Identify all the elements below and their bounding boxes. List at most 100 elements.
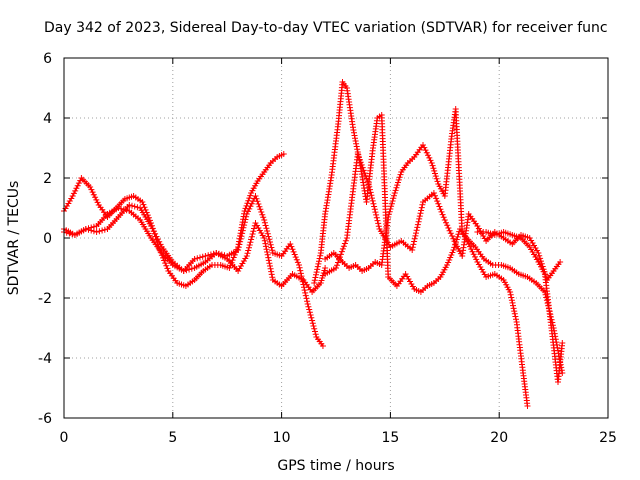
data-point <box>311 280 318 286</box>
data-point <box>537 255 544 262</box>
data-point <box>410 241 417 248</box>
data-point <box>418 207 425 214</box>
data-point <box>353 140 360 147</box>
x-tick-label: 20 <box>490 430 508 446</box>
data-point <box>303 295 310 302</box>
data-point <box>470 251 477 258</box>
data-point <box>77 177 84 184</box>
data-point <box>164 265 171 272</box>
data-point <box>265 233 272 240</box>
data-point <box>139 199 146 205</box>
data-point <box>242 216 249 223</box>
data-point <box>354 146 361 153</box>
data-point <box>432 170 438 177</box>
data-point <box>364 178 371 185</box>
data-point <box>263 246 270 253</box>
data-point <box>269 274 276 281</box>
data-point <box>313 271 319 278</box>
data-point <box>264 228 271 234</box>
series-line <box>313 80 563 374</box>
data-point <box>148 223 154 229</box>
data-point <box>473 256 480 263</box>
data-point <box>536 252 543 259</box>
data-point <box>373 214 380 221</box>
data-point <box>430 190 437 196</box>
data-point <box>375 220 382 227</box>
data-point <box>368 192 375 199</box>
series-track-d <box>311 79 566 376</box>
data-point <box>238 233 245 240</box>
x-tick-label: 15 <box>381 430 399 446</box>
data-point <box>297 270 304 277</box>
data-point <box>194 255 201 262</box>
plot-frame <box>63 57 609 419</box>
data-point <box>252 193 259 199</box>
data-point <box>397 171 404 178</box>
data-point <box>444 222 451 229</box>
data-point <box>370 200 377 207</box>
data-point <box>292 254 299 261</box>
data-point <box>261 235 268 241</box>
data-point <box>149 225 156 232</box>
data-point <box>267 263 273 269</box>
data-point <box>557 259 564 265</box>
data-point <box>337 254 343 261</box>
data-point <box>342 237 349 244</box>
data-point <box>304 298 311 305</box>
series-track-a <box>61 151 287 289</box>
data-point <box>261 219 268 226</box>
data-point <box>264 230 271 237</box>
data-point <box>433 175 440 182</box>
data-point <box>468 246 475 253</box>
data-point <box>438 208 445 215</box>
chart-title: Day 342 of 2023, Sidereal Day-to-day VTE… <box>44 20 608 36</box>
data-point <box>414 221 421 228</box>
data-point <box>305 303 312 310</box>
data-point <box>357 159 364 166</box>
data-point <box>415 218 422 225</box>
data-point <box>243 253 250 259</box>
data-point <box>314 263 321 270</box>
data-point <box>428 160 435 166</box>
data-point <box>235 247 242 253</box>
data-point <box>118 205 125 212</box>
data-point <box>88 224 95 231</box>
data-point <box>431 167 438 174</box>
data-point <box>312 328 318 335</box>
data-point <box>454 233 461 240</box>
data-point <box>455 231 462 238</box>
data-point <box>256 203 263 210</box>
data-point <box>385 211 392 218</box>
data-point <box>250 228 257 235</box>
data-point <box>437 206 444 213</box>
data-point <box>333 265 339 271</box>
data-point <box>422 147 429 154</box>
data-point <box>416 215 423 222</box>
data-point <box>449 233 456 239</box>
data-point <box>535 250 542 256</box>
data-point <box>418 204 425 211</box>
data-point <box>309 317 316 324</box>
data-point <box>291 251 298 258</box>
data-point <box>365 181 372 187</box>
data-point <box>411 235 418 242</box>
y-tick-label: 6 <box>43 51 52 67</box>
data-point <box>313 269 320 276</box>
data-point <box>248 236 255 243</box>
data-point <box>389 198 396 204</box>
data-point <box>307 312 314 318</box>
data-point <box>202 253 209 259</box>
data-point <box>369 195 375 202</box>
data-point <box>425 152 431 159</box>
data-point <box>507 289 514 295</box>
y-tick-label: 4 <box>43 111 52 127</box>
data-point <box>387 206 394 212</box>
data-point <box>141 204 148 211</box>
y-tick-label: -4 <box>38 351 52 367</box>
data-point <box>287 241 294 247</box>
data-point <box>510 302 516 309</box>
data-point <box>361 170 368 177</box>
data-point <box>360 167 367 174</box>
data-point <box>341 240 348 247</box>
data-point <box>396 174 403 181</box>
